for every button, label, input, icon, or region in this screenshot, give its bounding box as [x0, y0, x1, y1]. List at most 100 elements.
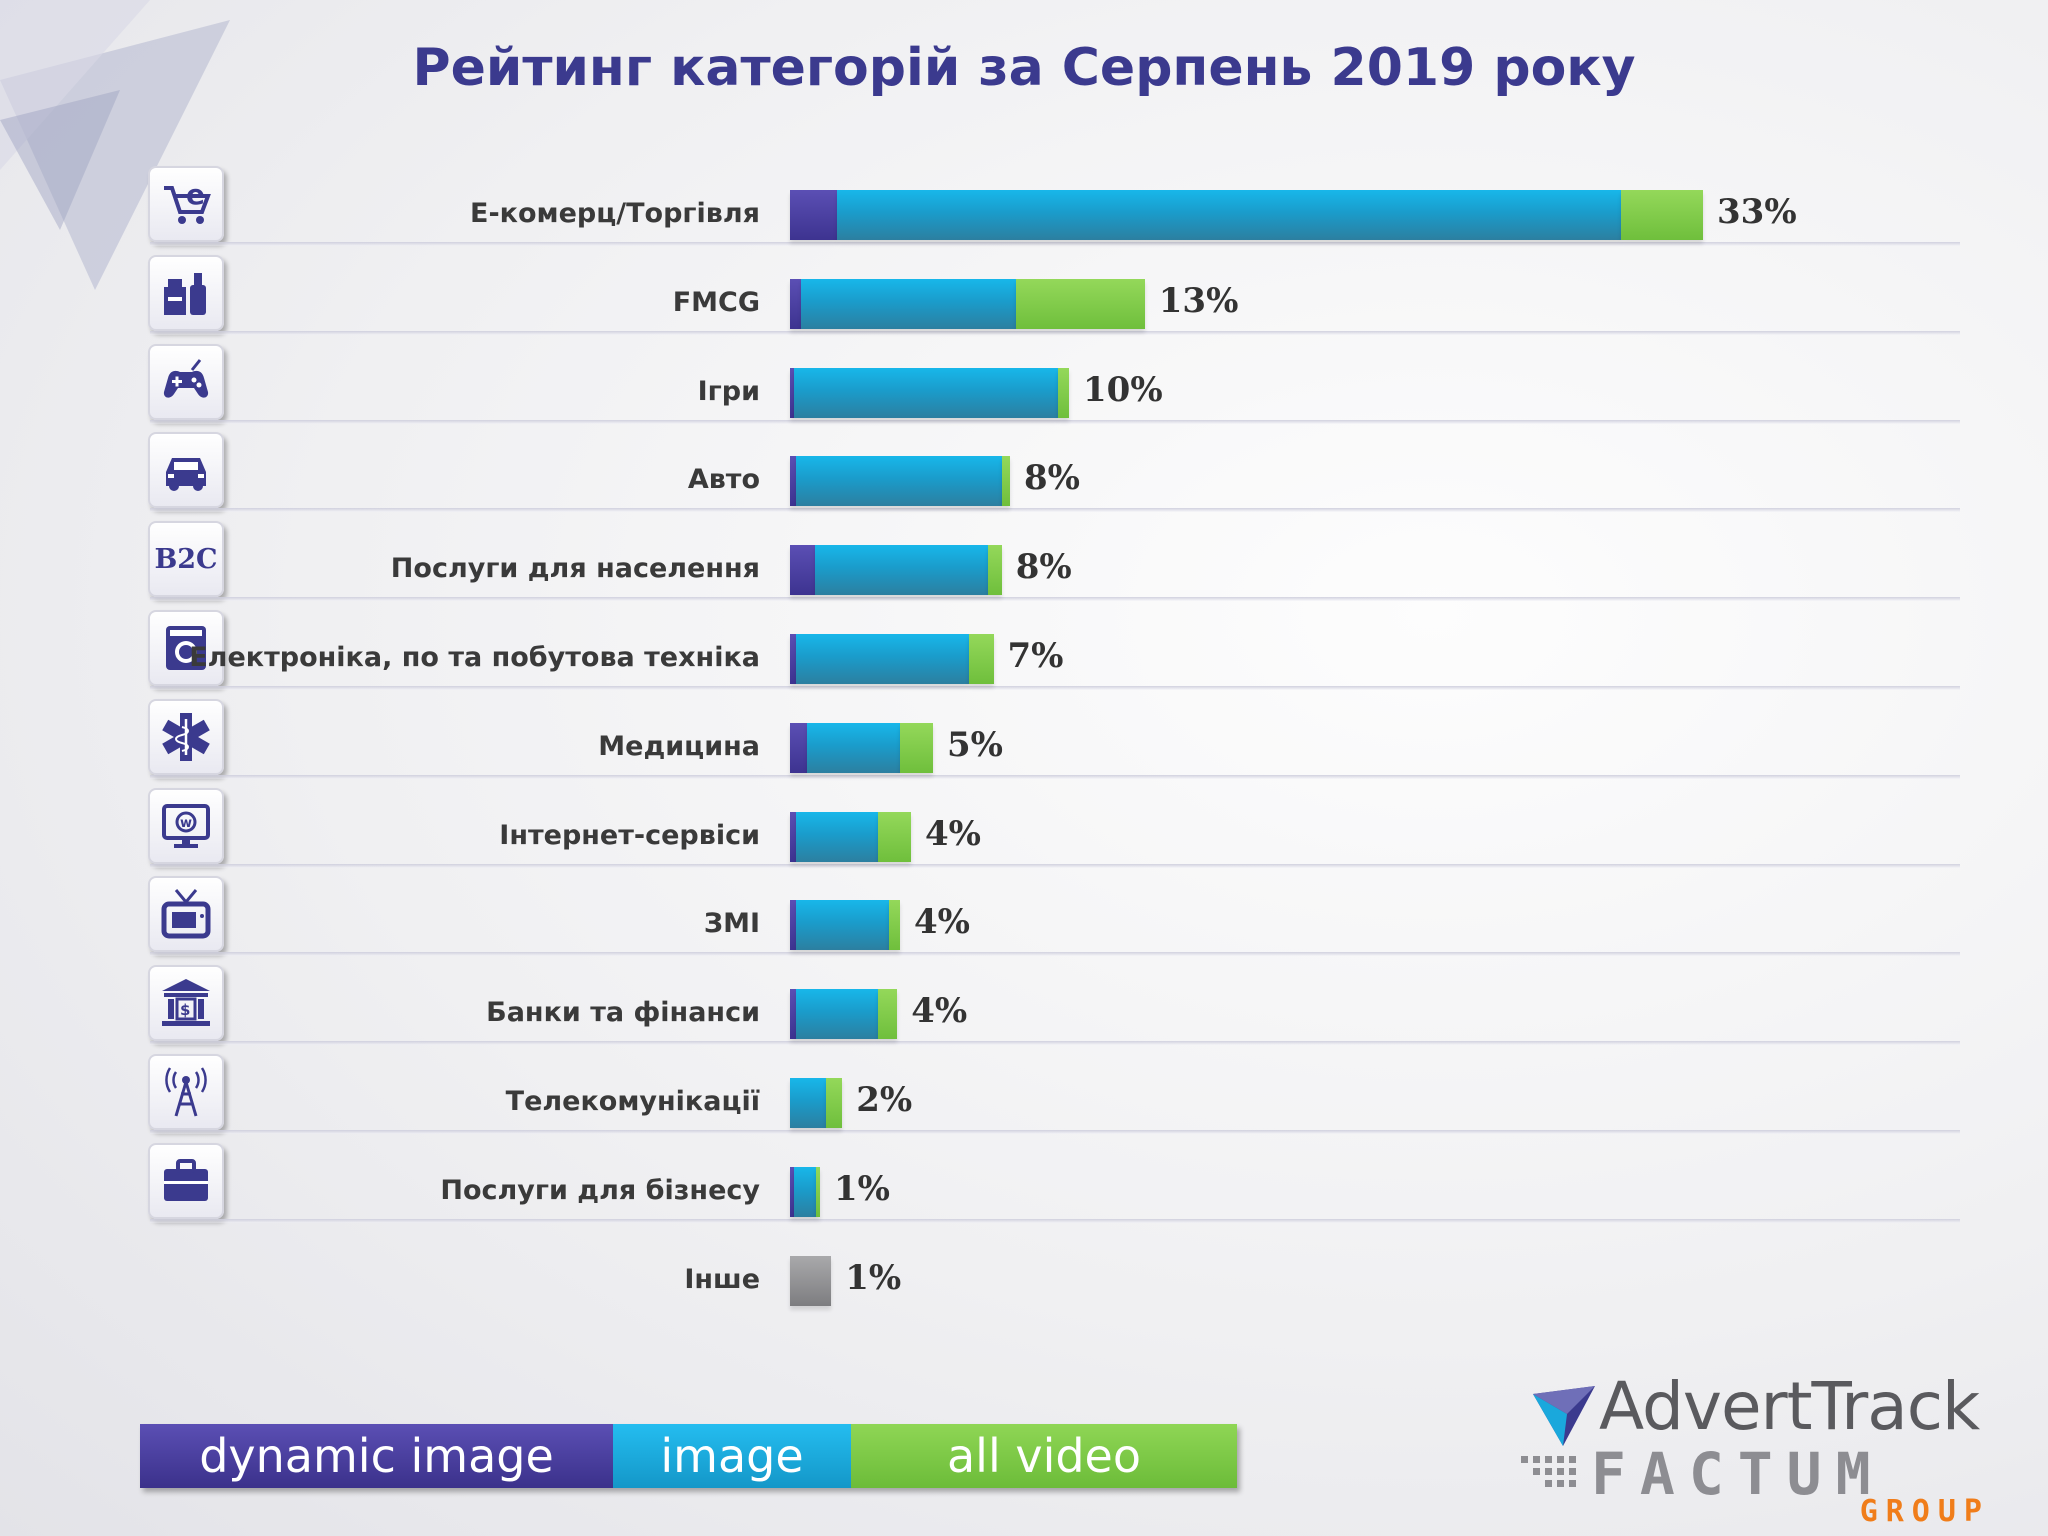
car-icon: [148, 432, 224, 509]
bar-segment-dynamic-image: [790, 545, 815, 596]
bar-row: [790, 545, 1002, 596]
category-label: FMCG: [672, 286, 760, 318]
bar-row: [790, 900, 900, 951]
tv-icon: [148, 876, 224, 953]
bar-row: [790, 456, 1010, 507]
cart-icon: e: [148, 166, 224, 242]
bar-segment-image: [801, 278, 1016, 329]
category-label: Послуги для бізнесу: [440, 1174, 760, 1206]
bar-segment-dynamic-image: [790, 900, 796, 951]
value-label: 13%: [1158, 280, 1239, 321]
bar-segment-dynamic-image: [790, 811, 796, 862]
logo-mark-icon: [1533, 1386, 1595, 1446]
bar-segment-all-video: [878, 811, 911, 862]
legend-image: image: [613, 1424, 851, 1488]
legend: dynamic image image all video: [140, 1424, 1237, 1488]
category-label: Послуги для населення: [390, 553, 760, 585]
bar-segment-image: [795, 989, 878, 1040]
category-label: Ігри: [697, 375, 760, 407]
category-label: Телекомунікації: [505, 1086, 760, 1117]
bar-segment-dynamic-image: [790, 190, 837, 240]
bar-segment-image: [795, 900, 889, 951]
value-label: 4%: [925, 813, 981, 854]
bar-segment-dynamic-image: [790, 634, 796, 684]
bar-row: [790, 722, 933, 773]
logo-dots-icon: [1521, 1456, 1576, 1487]
gamepad-icon: [148, 343, 224, 420]
value-label: 4%: [911, 991, 968, 1032]
bar-row: [790, 367, 1069, 418]
legend-all-video: all video: [851, 1424, 1237, 1488]
row-separator: [150, 242, 1960, 246]
row-separator: [150, 686, 1960, 690]
svg-text:w: w: [180, 816, 192, 831]
corner-decoration: [0, 0, 230, 290]
bar-row: [790, 1255, 832, 1306]
value-label: 10%: [1083, 369, 1163, 410]
bank-icon: $: [148, 965, 224, 1042]
logo-factum-text: FACTUM: [1591, 1440, 1885, 1508]
bar-segment-dynamic-image: [790, 456, 796, 507]
bar-segment-dynamic-image: [790, 989, 796, 1040]
row-separator: [150, 1041, 1960, 1046]
bar-row: [790, 634, 994, 684]
row-separator: [150, 1130, 1960, 1134]
bar-segment-dynamic-image: [790, 278, 801, 329]
value-label: 33%: [1717, 192, 1797, 232]
bar-row: [790, 1078, 843, 1128]
medical-icon: [148, 698, 224, 775]
bar-segment-other: [790, 1255, 832, 1306]
bar-segment-dynamic-image: [790, 367, 794, 418]
bar-segment-all-video: [1015, 278, 1145, 329]
page-title: Рейтинг категорій за Серпень 2019 року: [412, 38, 1636, 98]
bar-row: [790, 811, 911, 862]
bar-segment-dynamic-image: [790, 1166, 794, 1217]
bar-segment-image: [795, 634, 969, 684]
bar-segment-all-video: [889, 900, 900, 951]
bar-segment-image: [794, 1166, 816, 1217]
antenna-icon: [148, 1054, 224, 1130]
svg-text:e: e: [186, 178, 205, 211]
row-separator: [150, 597, 1960, 602]
bar-segment-image: [795, 811, 878, 862]
category-label: Медицина: [598, 730, 760, 762]
bar-row: [790, 989, 898, 1040]
logo-group-text: GROUP: [1859, 1494, 1990, 1529]
bar-segment-image: [790, 1078, 826, 1128]
bar-segment-all-video: [816, 1166, 820, 1217]
bar-segment-image: [795, 456, 1002, 507]
bar-row: [790, 278, 1145, 329]
bar-segment-all-video: [1001, 456, 1010, 507]
value-label: 2%: [856, 1080, 913, 1120]
row-separator: [150, 330, 1960, 335]
bar-row: [790, 190, 1703, 240]
logo-advertrack-text: AdvertTrack: [1599, 1368, 1980, 1445]
category-label: Е-комерц/Торгівля: [470, 198, 760, 229]
row-separator: [150, 952, 1960, 957]
bar-segment-all-video: [988, 545, 1002, 596]
bar-segment-image: [794, 367, 1058, 418]
bar-segment-all-video: [878, 989, 898, 1040]
category-label: Банки та фінанси: [486, 997, 760, 1029]
bar-segment-image: [814, 545, 988, 596]
washing-machine-icon: [148, 610, 224, 686]
category-label: Авто: [687, 464, 760, 496]
bar-segment-all-video: [1058, 367, 1069, 418]
value-label: 5%: [947, 724, 1003, 765]
internet-monitor-icon: w: [148, 787, 224, 864]
b2c-icon: B2C: [148, 521, 224, 598]
value-label: 8%: [1024, 458, 1080, 499]
bar-segment-all-video: [900, 722, 933, 773]
bar-row: [790, 1166, 820, 1217]
value-label: 1%: [845, 1257, 902, 1298]
row-separator: [150, 419, 1960, 424]
briefcase-icon: [148, 1142, 224, 1219]
category-label: Інше: [684, 1263, 760, 1295]
value-label: 1%: [834, 1168, 890, 1209]
category-label: Інтернет-сервіси: [499, 819, 760, 851]
category-label: Електроніка, по та побутова техніка: [189, 642, 760, 673]
category-label: ЗМІ: [703, 908, 760, 940]
bar-segment-image: [806, 722, 900, 773]
value-label: 7%: [1007, 636, 1064, 676]
bar-segment-dynamic-image: [790, 722, 807, 773]
